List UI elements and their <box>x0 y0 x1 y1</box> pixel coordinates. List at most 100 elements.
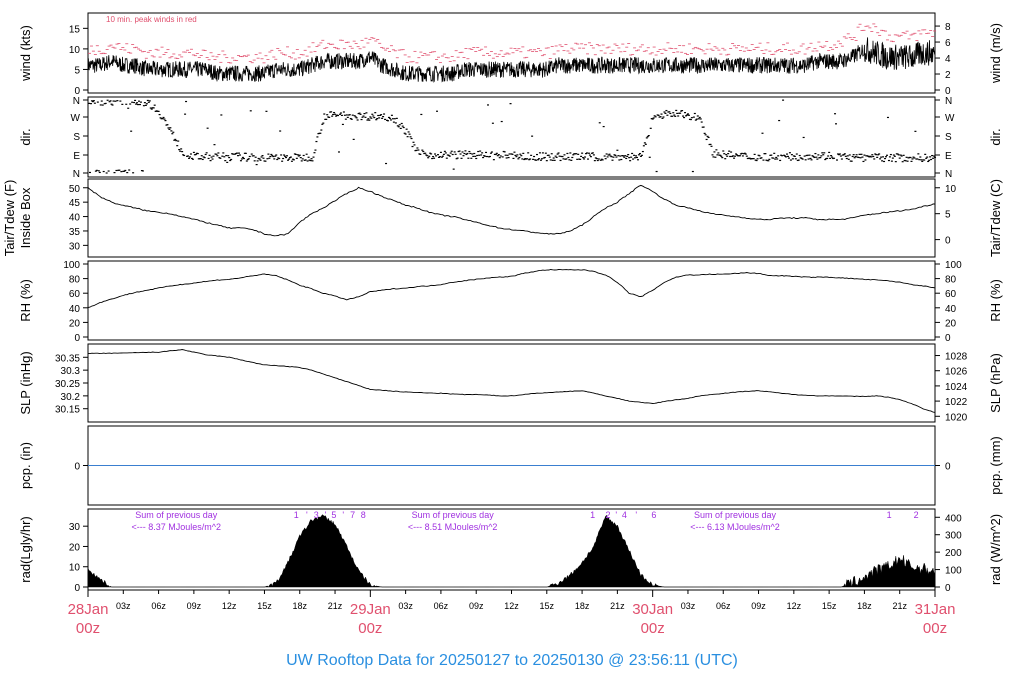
rad-hour-mark: 7 <box>350 510 355 520</box>
rh-tick-label: 60 <box>69 289 81 300</box>
rad-hour-mark: ' <box>306 510 308 520</box>
slp-tick-label: 30.15 <box>55 405 80 416</box>
rh-tick-label: 20 <box>69 318 81 329</box>
slp-tick-label: 30.35 <box>55 353 80 364</box>
x-date-label: 31Jan <box>915 601 956 618</box>
dir-panel-frame <box>87 96 936 178</box>
rad-hour-mark: 5 <box>331 510 336 520</box>
wind-ylabel: wind (kts) <box>18 25 33 82</box>
rad-tick-label: 30 <box>69 522 81 533</box>
x-tick-label: 09z <box>187 601 202 611</box>
rh-line <box>87 269 936 309</box>
wind-ylabel-right: wind (m/s) <box>988 23 1003 84</box>
rh-tick-label-right: 20 <box>945 318 957 329</box>
rad-tick-label: 20 <box>69 542 81 553</box>
rh-tick-label-right: 60 <box>945 289 957 300</box>
dir-ylabel-right: dir. <box>988 128 1003 145</box>
rad-hour-mark: 4 <box>622 510 627 520</box>
rad-tick-label: 0 <box>74 583 80 594</box>
pcp-ylabel-right: pcp. (mm) <box>988 436 1003 495</box>
x-date-label: 30Jan <box>632 601 673 618</box>
x-tick-label: 18z <box>292 601 307 611</box>
rh-tick-label-right: 100 <box>945 260 962 271</box>
x-tick-label: 21z <box>892 601 907 611</box>
x-tick-label: 18z <box>857 601 872 611</box>
dir-tick-label-right: E <box>945 151 952 162</box>
rad-hour-mark: 2 <box>914 510 919 520</box>
x-date-label: 29Jan <box>350 601 391 618</box>
wind-tick-label-right: 2 <box>945 70 951 81</box>
slp-tick-label-right: 1020 <box>945 412 968 423</box>
slp-tick-label-right: 1028 <box>945 352 968 363</box>
slp-tick-label-right: 1024 <box>945 382 968 393</box>
rad-daily-sum-value: <--- 6.13 MJoules/m^2 <box>690 522 780 532</box>
rh-tick-label: 80 <box>69 275 81 286</box>
rad-daily-sum-label: Sum of previous day <box>135 510 218 520</box>
x-tick-label: 15z <box>257 601 272 611</box>
rad-tick-label-right: 0 <box>945 583 951 594</box>
slp-tick-label: 30.2 <box>61 392 81 403</box>
x-tick-label: 12z <box>504 601 519 611</box>
rad-daily-sum-value: <--- 8.51 MJoules/m^2 <box>408 522 498 532</box>
rad-area <box>87 514 936 588</box>
dir-tick-label: S <box>73 132 80 143</box>
rad-daily-sum-label: Sum of previous day <box>412 510 495 520</box>
temp-tick-label-right: 0 <box>945 236 951 247</box>
temp-tick-label-right: 5 <box>945 210 951 221</box>
wind-tick-label: 10 <box>69 45 81 56</box>
x-tick-label: 06z <box>151 601 166 611</box>
dir-tick-label-right: S <box>945 132 952 143</box>
rad-hour-mark: 6 <box>651 510 656 520</box>
rh-ylabel-right: RH (%) <box>988 279 1003 322</box>
pcp-ylabel: pcp. (in) <box>18 442 33 489</box>
x-tick-label: 03z <box>681 601 696 611</box>
rh-tick-label: 40 <box>69 304 81 315</box>
rad-daily-sum-value: <--- 8.37 MJoules/m^2 <box>131 522 221 532</box>
rad-ylabel: rad(Lgly/hr) <box>18 516 33 582</box>
dir-tick-label-right: N <box>945 169 952 180</box>
rad-hour-mark: 1 <box>294 510 299 520</box>
temp-panel-frame <box>87 178 936 258</box>
wind-tick-label: 15 <box>69 24 81 35</box>
rh-panel-frame <box>87 260 936 341</box>
rad-ylabel-right: rad (W/m^2) <box>988 514 1003 585</box>
slp-line <box>87 349 936 413</box>
temp-tick-label: 40 <box>69 213 81 224</box>
x-tick-label: 12z <box>222 601 237 611</box>
wind-tick-label-right: 6 <box>945 38 951 49</box>
rh-tick-label-right: 0 <box>945 333 951 344</box>
rad-hour-mark: 2 <box>605 510 610 520</box>
dir-tick-label: N <box>73 96 80 107</box>
wind-tick-label-right: 4 <box>945 54 951 65</box>
rad-hour-mark: ' <box>635 510 637 520</box>
rh-ylabel: RH (%) <box>18 279 33 322</box>
x-tick-label: 09z <box>751 601 766 611</box>
x-date-hour-label: 00z <box>641 620 665 637</box>
temp-tick-label-right: 10 <box>945 184 957 195</box>
x-date-hour-label: 00z <box>358 620 382 637</box>
pcp-tick-label-right: 0 <box>945 462 951 473</box>
wind-speed-line <box>87 37 936 83</box>
x-tick-label: 06z <box>716 601 731 611</box>
x-tick-label: 12z <box>787 601 802 611</box>
rh-tick-label-right: 40 <box>945 304 957 315</box>
x-tick-label: 03z <box>116 601 131 611</box>
wind-tick-label: 0 <box>74 86 80 97</box>
x-tick-label: 15z <box>822 601 837 611</box>
wind-tick-label-right: 0 <box>945 86 951 97</box>
x-date-hour-label: 00z <box>923 620 947 637</box>
chart-title: UW Rooftop Data for 20250127 to 20250130… <box>286 652 738 669</box>
dir-tick-label-right: W <box>945 113 955 124</box>
dir-tick-label: E <box>73 151 80 162</box>
slp-tick-label: 30.25 <box>55 379 80 390</box>
wind-tick-label-right: 8 <box>945 22 951 33</box>
wind-annotation: 10 min. peak winds in red <box>106 15 197 24</box>
rad-daily-sum-label: Sum of previous day <box>694 510 777 520</box>
x-tick-label: 21z <box>328 601 343 611</box>
rad-hour-mark: 1 <box>590 510 595 520</box>
dir-tick-label: W <box>71 113 81 124</box>
temp-tick-label: 50 <box>69 184 81 195</box>
dir-tick-label: N <box>73 169 80 180</box>
temp-tick-label: 30 <box>69 241 81 252</box>
